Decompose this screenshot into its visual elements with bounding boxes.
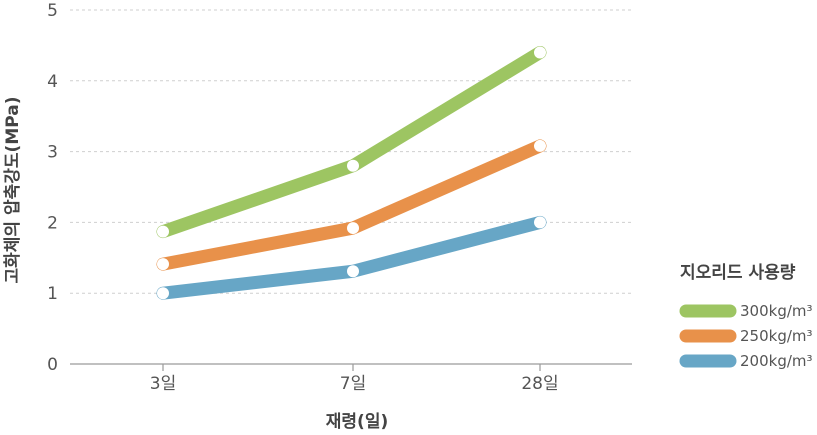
series-group <box>156 45 547 239</box>
y-tick-label: 1 <box>47 284 58 304</box>
series-group <box>156 139 547 271</box>
x-tick-label: 3일 <box>150 374 176 394</box>
legend-label: 200kg/m³ <box>740 352 813 370</box>
data-point <box>534 216 546 229</box>
series-lines <box>156 45 547 300</box>
y-tick-label: 2 <box>47 213 58 233</box>
legend: 지오리드 사용량 300kg/m³ 250kg/m³ 200kg/m³ <box>679 263 813 370</box>
y-axis-title: 고화체의 압축강도(MPa) <box>2 97 23 284</box>
data-point <box>347 222 359 235</box>
gridlines <box>70 9 632 365</box>
y-tick-label: 0 <box>47 355 58 375</box>
x-axis-ticks: 3일 7일 28일 <box>150 364 559 394</box>
y-tick-label: 4 <box>47 72 58 92</box>
y-tick-label: 3 <box>47 143 58 163</box>
data-point <box>534 139 546 152</box>
x-tick-label: 28일 <box>521 374 558 394</box>
y-axis-ticks: 0 1 2 3 4 5 <box>47 1 58 375</box>
y-tick-label: 5 <box>47 1 58 21</box>
series-group <box>156 215 547 300</box>
data-point <box>534 46 546 59</box>
x-tick-label: 7일 <box>340 374 366 394</box>
data-point <box>347 159 359 172</box>
legend-label: 250kg/m³ <box>740 327 813 345</box>
series-line <box>156 45 547 239</box>
data-point <box>157 225 169 238</box>
data-point <box>157 258 169 271</box>
data-point <box>347 265 359 278</box>
legend-label: 300kg/m³ <box>740 302 813 320</box>
data-point <box>157 287 169 300</box>
legend-title: 지오리드 사용량 <box>680 263 796 283</box>
x-axis-title: 재령(일) <box>326 411 388 432</box>
